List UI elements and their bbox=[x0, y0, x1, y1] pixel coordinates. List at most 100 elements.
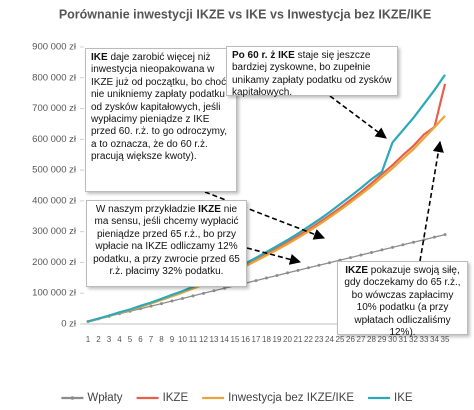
point-marker bbox=[391, 245, 394, 249]
annotation-text: IKZE bbox=[198, 204, 221, 215]
legend-item: Inwestycja bez IKZE/IKE bbox=[202, 392, 354, 404]
x-tick-label: 3 bbox=[107, 335, 112, 344]
legend-marker bbox=[70, 396, 75, 400]
x-tick-label: 16 bbox=[241, 335, 250, 344]
point-marker bbox=[275, 273, 279, 277]
point-marker bbox=[338, 258, 342, 262]
y-tick-label: 500 000 zł bbox=[32, 165, 77, 176]
y-tick-label: 800 000 zł bbox=[32, 72, 77, 83]
point-marker bbox=[181, 296, 184, 300]
x-tick-label: 21 bbox=[294, 335, 303, 344]
annotation-text: Po 60 r. ż IKE bbox=[232, 50, 295, 61]
point-marker bbox=[149, 304, 153, 308]
y-tick-label: 700 000 zł bbox=[32, 103, 77, 114]
annotation: W naszym przykładzie IKZE nie ma sensu, … bbox=[86, 200, 247, 287]
x-tick-label: 34 bbox=[430, 335, 439, 344]
point-marker bbox=[286, 271, 289, 275]
x-tick-label: 20 bbox=[283, 335, 292, 344]
x-tick-label: 22 bbox=[304, 335, 313, 344]
x-tick-label: 27 bbox=[357, 335, 366, 344]
x-tick-label: 29 bbox=[378, 335, 387, 344]
x-tick-label: 2 bbox=[96, 335, 101, 344]
x-tick-label: 28 bbox=[367, 335, 376, 344]
x-tick-label: 23 bbox=[315, 335, 324, 344]
plot-area: 0 zł 100 000 zł 200 000 zł 300 000 zł 400 00… bbox=[32, 42, 451, 344]
arrow bbox=[329, 95, 387, 139]
legend-label: IKE bbox=[394, 392, 413, 404]
annotation-text: W naszym przykładzie bbox=[95, 204, 199, 215]
x-tick-label: 4 bbox=[117, 335, 122, 344]
point-marker bbox=[307, 266, 310, 270]
y-tick-label: 300 000 zł bbox=[32, 226, 77, 237]
annotation-text: IKE bbox=[91, 52, 108, 63]
x-tick-label: 35 bbox=[441, 335, 450, 344]
legend-label: IKZE bbox=[163, 392, 189, 404]
point-marker bbox=[170, 299, 174, 303]
legend-item: IKZE bbox=[136, 392, 189, 404]
x-tick-label: 6 bbox=[138, 335, 143, 344]
point-marker bbox=[401, 243, 405, 247]
x-tick-label: 13 bbox=[210, 335, 219, 344]
point-marker bbox=[254, 279, 258, 283]
x-tick-label: 7 bbox=[149, 335, 154, 344]
point-marker bbox=[265, 276, 268, 280]
x-tick-label: 12 bbox=[199, 335, 208, 344]
point-marker bbox=[380, 248, 384, 252]
x-tick-label: 30 bbox=[388, 335, 397, 344]
legend-item: IKE bbox=[368, 392, 413, 404]
y-tick-label: 600 000 zł bbox=[32, 134, 77, 145]
point-marker bbox=[370, 250, 373, 254]
x-tick-label: 32 bbox=[409, 335, 418, 344]
series-line bbox=[87, 74, 446, 323]
arrow bbox=[419, 140, 444, 262]
point-marker bbox=[412, 240, 415, 244]
point-marker bbox=[202, 291, 205, 295]
y-tick-label: 400 000 zł bbox=[32, 195, 77, 206]
annotation-text: daje zarobić więcej niż inwestycja nieop… bbox=[91, 52, 227, 163]
x-tick-label: 10 bbox=[178, 335, 187, 344]
legend: Wpłaty IKZE Inwestycja bez IKZE/IKE IKE bbox=[61, 392, 413, 404]
x-tick-label: 31 bbox=[399, 335, 408, 344]
point-marker bbox=[212, 289, 216, 293]
annotation: Po 60 r. ż IKE staje się jeszcze bardzie… bbox=[226, 46, 398, 99]
x-tick-label: 11 bbox=[189, 335, 198, 344]
arrow bbox=[204, 191, 326, 240]
annotation-text: staje się jeszcze bardziej zyskowne, bo … bbox=[232, 50, 392, 99]
legend-label: Wpłaty bbox=[87, 392, 122, 404]
point-marker bbox=[328, 261, 331, 265]
y-tick-label: 900 000 zł bbox=[32, 42, 77, 53]
annotation-text: pokazuje swoją siłę, gdy doczekamy do 65… bbox=[344, 265, 461, 339]
y-tick-label: 0 zł bbox=[61, 319, 77, 330]
x-tick-label: 19 bbox=[273, 335, 282, 344]
point-marker bbox=[160, 302, 163, 306]
y-tick-label: 100 000 zł bbox=[32, 288, 77, 299]
x-tick-label: 9 bbox=[170, 335, 175, 344]
point-marker bbox=[191, 294, 195, 298]
annotation-text: nie ma sensu, jeśli chcemy wypłacić pien… bbox=[93, 204, 240, 278]
legend-label: Inwestycja bez IKZE/IKE bbox=[228, 392, 354, 404]
legend-item: Wpłaty bbox=[61, 392, 123, 404]
x-tick-label: 33 bbox=[420, 335, 429, 344]
point-marker bbox=[317, 263, 321, 267]
x-tick-label: 25 bbox=[336, 335, 345, 344]
chart-title: Porównanie inwestycji IKZE vs IKE vs Inw… bbox=[59, 7, 431, 21]
x-tick-label: 18 bbox=[262, 335, 271, 344]
x-tick-label: 17 bbox=[252, 335, 261, 344]
annotation-text: IKZE bbox=[345, 265, 369, 276]
point-marker bbox=[349, 256, 352, 260]
annotation: IKZE pokazuje swoją siłę, gdy doczekamy … bbox=[337, 261, 468, 339]
x-tick-label: 24 bbox=[325, 335, 334, 344]
x-tick-label: 8 bbox=[159, 335, 164, 344]
x-tick-label: 5 bbox=[128, 335, 133, 344]
point-marker bbox=[223, 286, 226, 290]
point-marker bbox=[433, 235, 436, 239]
x-tick-label: 15 bbox=[231, 335, 240, 344]
x-tick-label: 14 bbox=[220, 335, 229, 344]
point-marker bbox=[359, 253, 363, 257]
arrow bbox=[246, 247, 302, 265]
point-marker bbox=[443, 233, 447, 237]
annotation: IKE daje zarobić więcej niż inwestycja n… bbox=[85, 48, 237, 192]
y-tick-label: 200 000 zł bbox=[32, 257, 77, 268]
